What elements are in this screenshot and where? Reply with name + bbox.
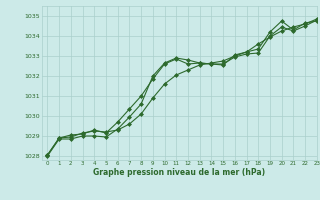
X-axis label: Graphe pression niveau de la mer (hPa): Graphe pression niveau de la mer (hPa) bbox=[93, 168, 265, 177]
